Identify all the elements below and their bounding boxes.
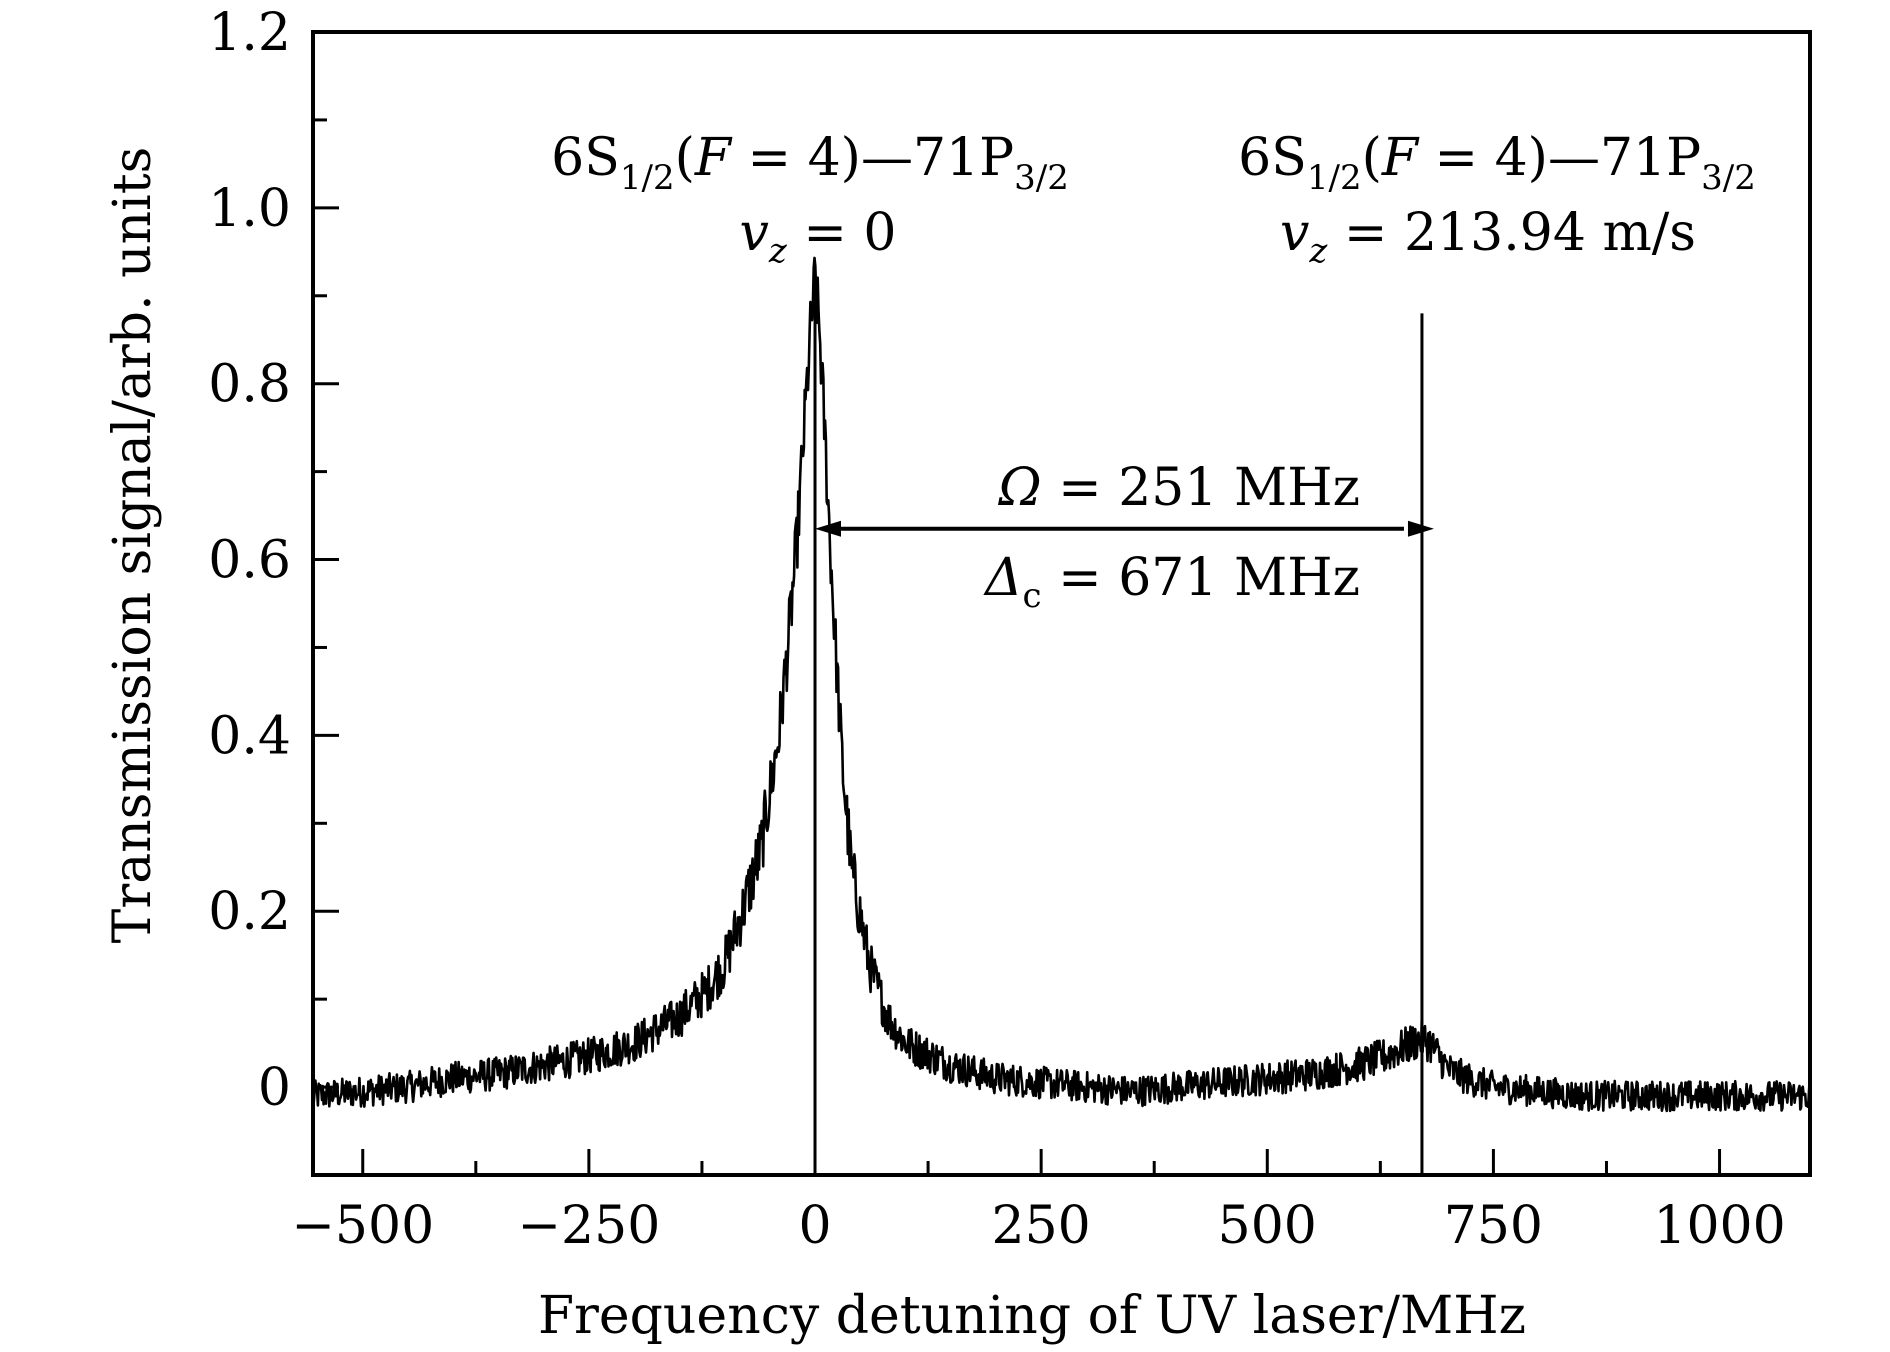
omega-symbol: Ω <box>997 458 1041 518</box>
peak2-sub-z: z <box>1308 231 1328 271</box>
plot-frame <box>311 30 1812 1177</box>
y-tick-label-3: 0.6 <box>208 531 291 591</box>
peak1-rest: = 4)—71P <box>731 128 1014 188</box>
x-tick-label-750: 750 <box>1444 1196 1543 1256</box>
x-tick-label-250: 250 <box>992 1196 1091 1256</box>
peak1-sub-3-2: 3/2 <box>1014 158 1069 198</box>
peak2-transition-label: 6S1/2(F = 4)—71P3/2 <box>1238 128 1756 198</box>
y-tick-label-0: 0 <box>258 1058 291 1118</box>
peak1-sub-z: z <box>768 231 788 271</box>
omega-arrow-head-right <box>1407 520 1434 537</box>
omega-label: Ω = 251 MHz <box>997 458 1360 518</box>
y-tick-label-4: 0.8 <box>208 355 291 415</box>
y-tick-label-1: 0.2 <box>208 882 291 942</box>
delta-value: = 671 MHz <box>1042 548 1360 608</box>
y-axis-title: Transmission signal/arb. units <box>103 147 163 944</box>
ticks-layer: −500 −250 0 250 500 750 1000 0 0.2 0.4 0.6 0.8 1.0 1.… <box>208 3 1785 1256</box>
transmission-trace <box>313 256 1810 1113</box>
peak2-sub-3-2: 3/2 <box>1701 158 1756 198</box>
peak2-sub-1-2: 1/2 <box>1307 158 1362 198</box>
delta-label: Δc = 671 MHz <box>983 548 1360 616</box>
y-tick-label-2: 0.4 <box>208 706 291 766</box>
delta-symbol: Δ <box>983 548 1023 608</box>
y-tick-label-5: 1.0 <box>208 179 291 239</box>
y-tick-label-6: 1.2 <box>208 3 291 63</box>
peak2-F: F <box>1381 128 1420 188</box>
x-axis-title: Frequency detuning of UV laser/MHz <box>538 1286 1526 1346</box>
x-tick-label-0: 0 <box>798 1196 831 1256</box>
peak1-velocity-label: vz = 0 <box>739 203 896 271</box>
x-tick-label-500: 500 <box>1218 1196 1317 1256</box>
peak2-velocity-label: vz = 213.94 m/s <box>1280 203 1696 271</box>
delta-sub-c: c <box>1023 576 1042 616</box>
x-tick-label--250: −250 <box>517 1196 660 1256</box>
peak1-paren: ( <box>675 128 695 188</box>
peak1-transition-label: 6S1/2(F = 4)—71P3/2 <box>551 128 1069 198</box>
omega-arrow-head-left <box>815 520 842 537</box>
peak1-sub-1-2: 1/2 <box>620 158 675 198</box>
peak2-state-6s: 6S <box>1238 128 1307 188</box>
plot-layer <box>313 256 1810 1175</box>
peak2-paren: ( <box>1362 128 1382 188</box>
peak1-F: F <box>694 128 733 188</box>
peak2-velocity-value: = 213.94 m/s <box>1327 203 1696 263</box>
peak2-rest: = 4)—71P <box>1418 128 1701 188</box>
peak2-v: v <box>1280 203 1309 263</box>
peak1-state-6s: 6S <box>551 128 620 188</box>
omega-value: = 251 MHz <box>1042 458 1360 518</box>
peak1-velocity-value: = 0 <box>787 203 897 263</box>
x-tick-label--500: −500 <box>291 1196 434 1256</box>
peak1-v: v <box>739 203 768 263</box>
x-tick-label-1000: 1000 <box>1653 1196 1785 1256</box>
